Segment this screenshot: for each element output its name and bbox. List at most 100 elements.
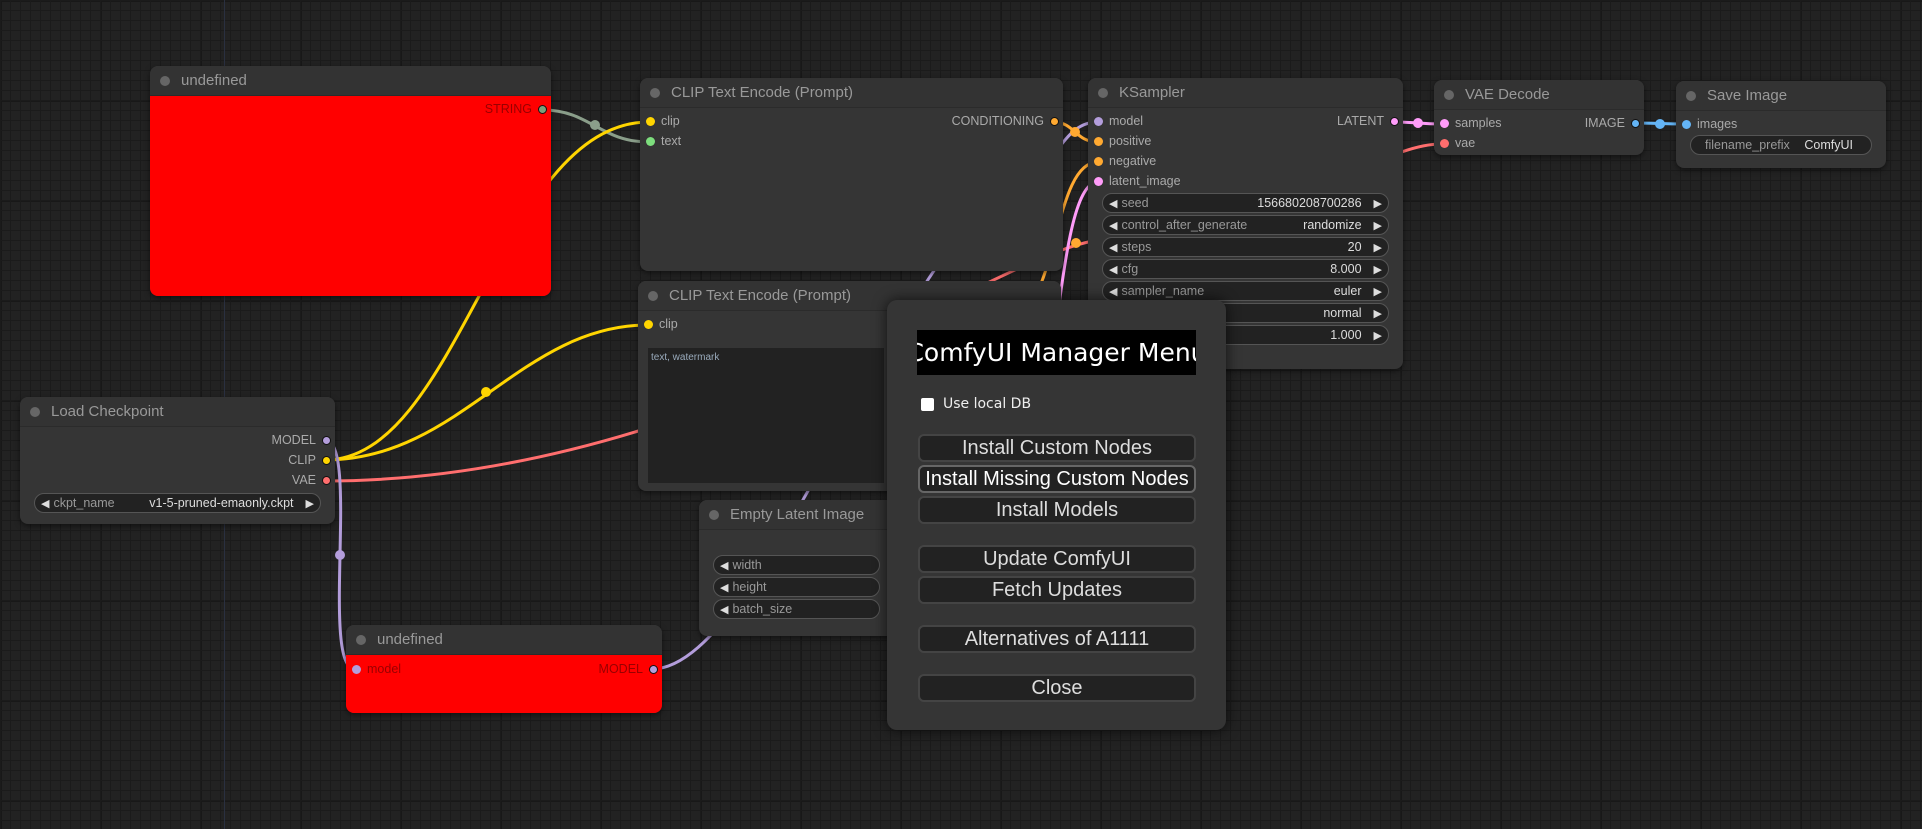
increment-arrow-icon[interactable]: ▶ <box>1373 219 1382 232</box>
widget-steps[interactable]: ◀ steps 20 ▶ <box>1102 237 1389 257</box>
close-button[interactable]: Close <box>918 674 1196 702</box>
increment-arrow-icon[interactable]: ▶ <box>1373 241 1382 254</box>
node-header[interactable]: Load Checkpoint <box>20 397 335 427</box>
install-custom-nodes-button[interactable]: Install Custom Nodes <box>918 434 1196 462</box>
slot-dot-icon[interactable] <box>538 104 547 114</box>
input-clip[interactable]: clip <box>646 114 680 128</box>
increment-arrow-icon[interactable]: ▶ <box>1373 307 1382 320</box>
node-vae-decode[interactable]: VAE Decode samples IMAGE vae <box>1434 80 1644 155</box>
decrement-arrow-icon[interactable]: ◀ <box>720 559 729 572</box>
slot-dot-icon[interactable] <box>1094 136 1103 146</box>
widget-control-after-generate[interactable]: ◀ control_after_generate randomize ▶ <box>1102 215 1389 235</box>
input-model[interactable]: model <box>352 662 401 676</box>
slot-dot-icon[interactable] <box>1631 118 1640 128</box>
node-clip-text-encode-positive[interactable]: CLIP Text Encode (Prompt) clip CONDITION… <box>640 78 1063 271</box>
node-undefined-model[interactable]: undefined model MODEL <box>346 625 662 713</box>
collapse-dot-icon[interactable] <box>160 75 170 86</box>
decrement-arrow-icon[interactable]: ◀ <box>720 581 729 594</box>
slot-dot-icon[interactable] <box>322 475 331 485</box>
collapse-dot-icon[interactable] <box>30 406 40 417</box>
update-comfyui-button[interactable]: Update ComfyUI <box>918 545 1196 573</box>
widget-filename-prefix[interactable]: filename_prefix ComfyUI <box>1690 135 1872 155</box>
output-clip[interactable]: CLIP <box>288 453 331 467</box>
collapse-dot-icon[interactable] <box>356 634 366 645</box>
output-vae[interactable]: VAE <box>292 473 331 487</box>
fetch-updates-button[interactable]: Fetch Updates <box>918 576 1196 604</box>
node-title: Empty Latent Image <box>730 506 865 523</box>
increment-arrow-icon[interactable]: ▶ <box>1373 285 1382 298</box>
slot-dot-icon[interactable] <box>352 664 361 674</box>
slot-dot-icon[interactable] <box>646 136 655 146</box>
widget-sampler-name[interactable]: ◀ sampler_name euler ▶ <box>1102 281 1389 301</box>
install-models-button[interactable]: Install Models <box>918 496 1196 524</box>
slot-dot-icon[interactable] <box>644 319 653 329</box>
use-local-db-checkbox[interactable]: Use local DB <box>921 396 1031 412</box>
widget-value: 8.000 <box>1330 262 1362 276</box>
slot-dot-icon[interactable] <box>1050 116 1059 126</box>
collapse-dot-icon[interactable] <box>1098 87 1108 98</box>
node-save-image[interactable]: Save Image images filename_prefix ComfyUI <box>1676 81 1886 168</box>
widget-ckpt-name[interactable]: ◀ ckpt_name v1-5-pruned-emaonly.ckpt ▶ <box>34 493 321 513</box>
widget-batch-size[interactable]: ◀ batch_size <box>713 599 880 619</box>
prompt-textarea[interactable]: text, watermark <box>648 348 884 483</box>
output-image[interactable]: IMAGE <box>1585 116 1640 130</box>
input-positive[interactable]: positive <box>1094 134 1151 148</box>
input-model[interactable]: model <box>1094 114 1143 128</box>
slot-dot-icon[interactable] <box>322 455 331 465</box>
decrement-arrow-icon[interactable]: ◀ <box>1109 263 1118 276</box>
input-negative[interactable]: negative <box>1094 154 1156 168</box>
input-latent-image[interactable]: latent_image <box>1094 174 1181 188</box>
slot-dot-icon[interactable] <box>1682 119 1691 129</box>
slot-dot-icon[interactable] <box>1440 118 1449 128</box>
decrement-arrow-icon[interactable]: ◀ <box>1109 219 1118 232</box>
slot-dot-icon[interactable] <box>1094 156 1103 166</box>
decrement-arrow-icon[interactable]: ◀ <box>1109 197 1118 210</box>
input-samples[interactable]: samples <box>1440 116 1502 130</box>
output-string[interactable]: STRING <box>485 102 547 116</box>
node-header[interactable]: Save Image <box>1676 81 1886 111</box>
output-latent[interactable]: LATENT <box>1337 114 1399 128</box>
slot-dot-icon[interactable] <box>646 116 655 126</box>
widget-seed[interactable]: ◀ seed 156680208700286 ▶ <box>1102 193 1389 213</box>
widget-height[interactable]: ◀ height <box>713 577 880 597</box>
increment-arrow-icon[interactable]: ▶ <box>1373 263 1382 276</box>
output-model[interactable]: MODEL <box>599 662 658 676</box>
widget-cfg[interactable]: ◀ cfg 8.000 ▶ <box>1102 259 1389 279</box>
collapse-dot-icon[interactable] <box>1686 90 1696 101</box>
output-conditioning[interactable]: CONDITIONING <box>952 114 1059 128</box>
input-vae[interactable]: vae <box>1440 136 1475 150</box>
increment-arrow-icon[interactable]: ▶ <box>305 497 314 510</box>
decrement-arrow-icon[interactable]: ◀ <box>720 603 729 616</box>
decrement-arrow-icon[interactable]: ◀ <box>1109 285 1118 298</box>
increment-arrow-icon[interactable]: ▶ <box>1373 329 1382 342</box>
decrement-arrow-icon[interactable]: ◀ <box>41 497 50 510</box>
decrement-arrow-icon[interactable]: ◀ <box>1109 241 1118 254</box>
node-header[interactable]: undefined <box>346 625 662 655</box>
collapse-dot-icon[interactable] <box>648 290 658 301</box>
node-header[interactable]: undefined <box>150 66 551 96</box>
widget-width[interactable]: ◀ width <box>713 555 880 575</box>
slot-dot-icon[interactable] <box>1094 176 1103 186</box>
output-model[interactable]: MODEL <box>272 433 331 447</box>
input-clip[interactable]: clip <box>644 317 678 331</box>
node-header[interactable]: CLIP Text Encode (Prompt) <box>640 78 1063 108</box>
slot-dot-icon[interactable] <box>649 664 658 674</box>
collapse-dot-icon[interactable] <box>1444 89 1454 100</box>
collapse-dot-icon[interactable] <box>650 87 660 98</box>
install-missing-custom-nodes-button[interactable]: Install Missing Custom Nodes <box>918 465 1196 493</box>
slot-dot-icon[interactable] <box>1440 138 1449 148</box>
slot-dot-icon[interactable] <box>1094 116 1103 126</box>
alternatives-a1111-button[interactable]: Alternatives of A1111 <box>918 625 1196 653</box>
input-text[interactable]: text <box>646 134 681 148</box>
checkbox-icon[interactable] <box>921 397 934 411</box>
increment-arrow-icon[interactable]: ▶ <box>1373 197 1382 210</box>
slot-dot-icon[interactable] <box>1390 116 1399 126</box>
node-header[interactable]: KSampler <box>1088 78 1403 108</box>
collapse-dot-icon[interactable] <box>709 509 719 520</box>
node-header[interactable]: VAE Decode <box>1434 80 1644 110</box>
node-undefined-string[interactable]: undefined STRING <box>150 66 551 296</box>
slot-dot-icon[interactable] <box>322 435 331 445</box>
node-load-checkpoint[interactable]: Load Checkpoint MODEL CLIP VAE ◀ ckpt_nam… <box>20 397 335 524</box>
input-images[interactable]: images <box>1682 117 1737 131</box>
